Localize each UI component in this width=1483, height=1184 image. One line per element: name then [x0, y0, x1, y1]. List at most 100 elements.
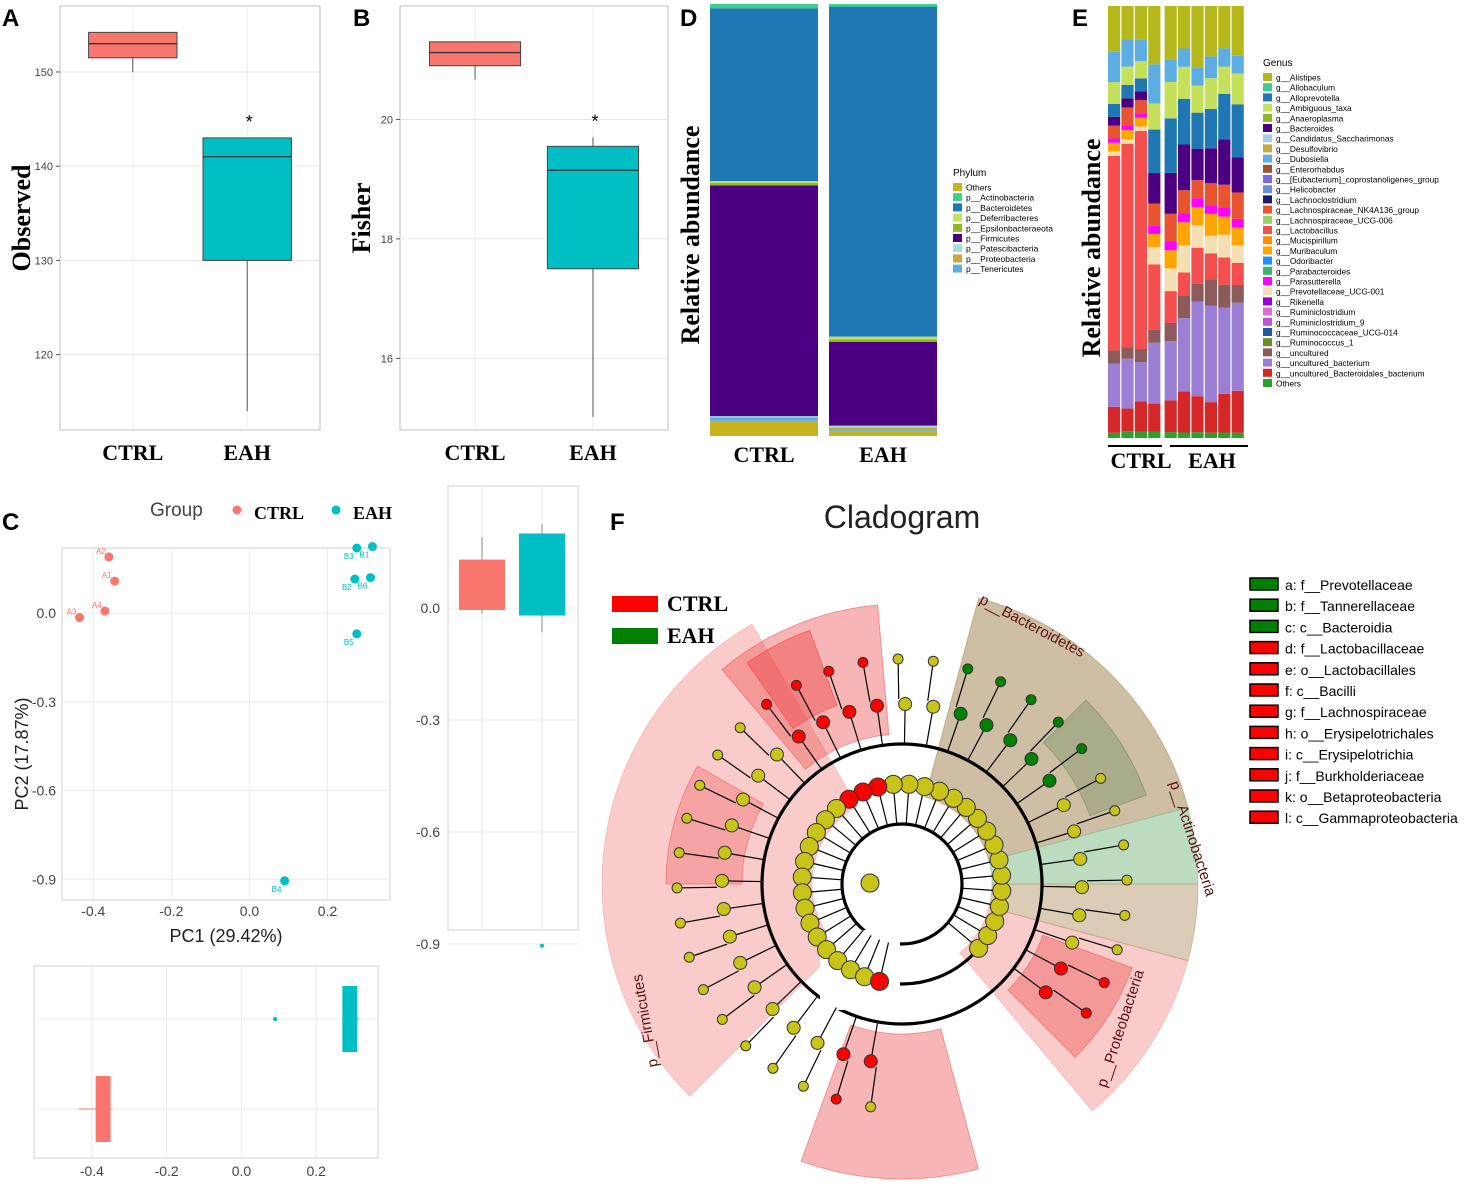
y-tick-label: -0.9: [32, 871, 56, 887]
tree-node: [927, 655, 939, 667]
legend-swatch: [1263, 215, 1272, 224]
bar-segment: [1178, 98, 1191, 145]
bar-segment: [1231, 432, 1244, 438]
genus-stacked-bar: CTRL EAH Relative abundance Genus g__Alistip…: [1077, 6, 1439, 473]
point-label: B6: [358, 582, 368, 591]
legend-swatch: [1263, 175, 1272, 183]
tree-node: [1024, 751, 1039, 766]
legend-label: g__uncultured_Bacteroidales_bacterium: [1276, 368, 1425, 378]
legend-title: Genus: [1263, 58, 1292, 69]
tree-node: [926, 699, 941, 714]
bar-segment: [1121, 130, 1134, 140]
legend-label: g__Enterorhabdus: [1276, 164, 1344, 174]
significance-star: *: [246, 112, 253, 132]
tree-branch: [1084, 844, 1124, 853]
tree-branch: [982, 681, 1002, 718]
tree-node: [1111, 944, 1123, 956]
x-tick-label: CTRL: [102, 440, 163, 465]
bar-segment: [1191, 301, 1204, 397]
bar-segment: [1121, 347, 1134, 359]
plot-frame: [61, 547, 391, 901]
bar-segment: [1191, 247, 1204, 284]
bar-segment: [1231, 73, 1244, 105]
legend-swatch: [953, 223, 962, 232]
bar-segment: [1204, 56, 1217, 79]
bar-segment: [1148, 6, 1161, 65]
tree-node: [740, 1040, 752, 1052]
point-a4: [100, 606, 110, 616]
tree-node: [791, 729, 806, 744]
tree-node: [898, 697, 913, 712]
bar-segment: [1134, 130, 1147, 349]
point-label: B2: [342, 583, 352, 592]
legend-label: p__Tenericutes: [966, 264, 1024, 274]
bar-segment: [1134, 401, 1147, 432]
bar-segment: [1164, 59, 1177, 82]
tree-node: [792, 883, 812, 903]
bar-segment: [1134, 126, 1147, 131]
y-tick-label: 0.0: [37, 605, 57, 621]
legend-swatch: [953, 213, 962, 222]
x-tick-label: EAH: [223, 440, 271, 465]
tree-node: [751, 768, 766, 783]
bar-segment: [1164, 250, 1177, 269]
bar-segment: [1121, 408, 1134, 432]
bar-segment: [1148, 103, 1161, 130]
point-a1: [110, 576, 120, 586]
pc2-box-eah: [519, 533, 565, 616]
tree-node: [830, 1093, 842, 1105]
tree-node: [1065, 935, 1080, 950]
legend-label: g__Anaeroplasma: [1276, 113, 1344, 123]
tree-branch: [1065, 777, 1101, 798]
pc1-box-frame: [33, 965, 379, 1159]
legend-label: g__Candidatus_Saccharimonas: [1276, 134, 1394, 144]
x-tick-label: 0.2: [306, 1163, 326, 1179]
bar-segment: [1231, 192, 1244, 219]
tree-node: [1073, 851, 1088, 866]
legend-label: p__Proteobacteria: [966, 254, 1036, 264]
legend-swatch: [1263, 328, 1272, 336]
point-a2: [104, 552, 114, 562]
bar-segment: [710, 185, 818, 417]
tree-node: [767, 1062, 779, 1074]
point-label: B1: [360, 551, 370, 560]
bar-segment: [1191, 6, 1204, 68]
panel-label-b: B: [353, 5, 370, 32]
bar-segment: [1148, 431, 1161, 438]
y-tick-label: 18: [381, 234, 393, 246]
y-axis-title: PC2 (17.87%): [12, 697, 32, 810]
bar-segment: [1178, 295, 1191, 319]
bar-segment: [1164, 118, 1177, 173]
bar-segment: [1148, 203, 1161, 226]
bar-segment: [710, 182, 818, 186]
legend-swatch: [1263, 226, 1272, 234]
x-tick-label: 0.2: [318, 903, 338, 919]
bar-segment: [1218, 207, 1231, 217]
legend-swatch: [1263, 368, 1272, 377]
point-b6: [365, 573, 375, 583]
bar-segment: [1134, 100, 1147, 114]
biomarker-swatch: [1249, 683, 1279, 697]
tree-node: [761, 698, 773, 710]
legend-label: g__Ambiguous_taxa: [1276, 103, 1352, 113]
biomarker-swatch: [1249, 789, 1279, 803]
legend-label: g__Helicobacter: [1276, 185, 1336, 195]
bar-segment: [1218, 393, 1231, 433]
bar-segment: [1108, 116, 1121, 126]
bar-segment: [829, 430, 937, 436]
legend-swatch: [1263, 266, 1272, 275]
tree-node: [1074, 880, 1089, 895]
x-tick-label: 0.0: [240, 903, 260, 919]
bar-segment: [1204, 432, 1217, 438]
y-axis-title: Observed: [7, 164, 36, 271]
bar-segment: [1231, 285, 1244, 303]
bar-segment: [1121, 39, 1134, 67]
bar-segment: [1148, 233, 1161, 248]
y-axis-title: Fisher: [347, 183, 376, 254]
tree-node: [995, 676, 1007, 688]
point-label: B4: [272, 885, 282, 894]
tree-node: [722, 929, 737, 944]
tree-branch: [721, 994, 755, 1020]
bar-segment: [1191, 148, 1204, 181]
sector-lactobacillales: [746, 629, 838, 730]
